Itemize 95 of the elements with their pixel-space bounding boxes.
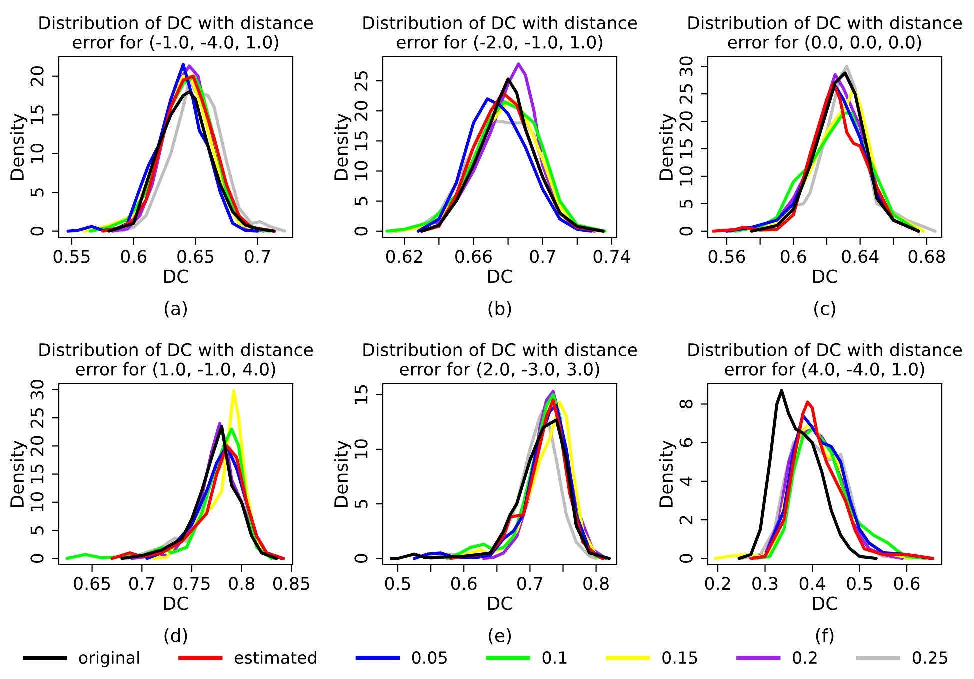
y-tick-label: 2 xyxy=(680,516,693,524)
x-tick-label: 0.66 xyxy=(456,250,492,264)
y-tick-label: 20 xyxy=(30,66,44,86)
y-axis-title: Density xyxy=(334,440,352,508)
y-tick-label: 30 xyxy=(30,380,44,400)
x-tick-label: 0.6 xyxy=(894,577,920,590)
legend-label: original xyxy=(79,651,140,668)
x-tick-label: 0.75 xyxy=(174,577,210,590)
chart-title: Distribution of DC with distance error for (1.0, -1.0, 4.0) xyxy=(40,343,314,378)
y-tick-label: 10 xyxy=(30,144,44,163)
legend-label: 0.05 xyxy=(412,651,447,664)
text: (e) xyxy=(488,628,512,645)
chart-title: Distribution of DC with distance error for (4.0, -4.0, 1.0) xyxy=(688,343,962,378)
y-tick-label: 0 xyxy=(354,554,368,564)
x-tick-label: 0.7 xyxy=(129,577,154,590)
text: (f) xyxy=(816,628,834,645)
x-tick-label: 0.5 xyxy=(847,577,872,590)
chart-title: Distribution of DC with distance error for (-1.0, -4.0, 1.0) xyxy=(40,16,314,51)
y-tick-label: 15 xyxy=(30,464,44,484)
y-tick-label: 6 xyxy=(680,438,693,448)
x-axis-title: DC xyxy=(164,596,188,610)
x-tick-label: 0.62 xyxy=(386,250,422,264)
y-tick-label: 15 xyxy=(354,132,368,150)
x-tick-label: 0.68 xyxy=(908,250,946,264)
y-tick-label: 10 xyxy=(680,166,693,186)
y-tick-label: 8 xyxy=(680,400,693,409)
text: (d) xyxy=(164,628,188,645)
y-tick-label: 10 xyxy=(30,492,44,512)
x-tick-label: 0.64 xyxy=(842,250,879,264)
y-tick-label: 0 xyxy=(354,227,368,236)
legend-label: 0.15 xyxy=(662,651,698,664)
x-tick-label: 0.7 xyxy=(518,577,543,590)
chart-title: Distribution of DC with distance error for (2.0, -3.0, 3.0) xyxy=(364,343,638,378)
x-tick-label: 0.6 xyxy=(451,577,477,590)
x-tick-label: 0.55 xyxy=(54,250,90,264)
legend-label: 0.1 xyxy=(542,651,567,664)
y-tick-label: 10 xyxy=(354,440,368,459)
y-tick-label: 20 xyxy=(30,436,44,456)
y-tick-label: 25 xyxy=(354,72,368,91)
y-tick-label: 25 xyxy=(680,84,693,104)
y-tick-label: 15 xyxy=(680,139,693,158)
x-tick-label: 0.6 xyxy=(781,250,806,264)
y-axis-title: Density xyxy=(10,114,28,180)
legend-label: 0.25 xyxy=(912,651,948,664)
chart-title: Distribution of DC with distance error for (-2.0, -1.0, 1.0) xyxy=(364,16,638,51)
x-axis-title: DC xyxy=(164,270,188,284)
y-tick-label: 5 xyxy=(354,500,368,508)
x-axis-title: DC xyxy=(814,270,838,284)
y-tick-label: 25 xyxy=(30,408,44,428)
x-axis-title: DC xyxy=(814,596,838,610)
x-axis-title: DC xyxy=(488,596,512,610)
chart-title: Distribution of DC with distance error for (0.0, 0.0, 0.0) xyxy=(688,16,962,51)
y-tick-label: 0 xyxy=(30,226,44,236)
y-axis-title: Density xyxy=(659,114,677,180)
legend-label: estimated xyxy=(234,651,316,664)
line-series xyxy=(110,444,286,560)
text: (a) xyxy=(164,302,188,318)
y-tick-label: 0 xyxy=(30,554,44,564)
y-tick-label: 4 xyxy=(680,476,693,486)
y-tick-label: 5 xyxy=(30,188,44,197)
x-axis-title: DC xyxy=(488,270,512,284)
y-tick-label: 5 xyxy=(30,526,44,535)
y-tick-label: 20 xyxy=(680,112,693,132)
y-tick-label: 30 xyxy=(680,56,693,76)
y-tick-label: 5 xyxy=(680,200,693,208)
x-tick-label: 0.6 xyxy=(121,250,147,264)
legend-label: 0.2 xyxy=(793,651,817,664)
x-tick-label: 0.56 xyxy=(708,250,746,264)
text: (c) xyxy=(814,302,836,318)
y-tick-label: 10 xyxy=(354,161,368,180)
y-tick-label: 5 xyxy=(354,197,368,206)
text: (b) xyxy=(488,301,512,318)
x-tick-label: 0.5 xyxy=(385,577,410,590)
x-tick-label: 0.7 xyxy=(530,250,556,264)
y-axis-title: Density xyxy=(659,440,677,508)
y-tick-label: 0 xyxy=(680,554,693,564)
x-tick-label: 0.65 xyxy=(74,577,110,590)
y-tick-label: 0 xyxy=(680,227,693,236)
y-tick-label: 15 xyxy=(354,385,368,404)
x-tick-label: 0.2 xyxy=(705,577,730,590)
y-tick-label: 20 xyxy=(354,101,368,121)
x-tick-label: 0.7 xyxy=(245,250,270,264)
x-tick-label: 0.74 xyxy=(594,250,630,264)
line-series xyxy=(738,389,878,560)
line-series xyxy=(390,418,612,560)
x-tick-label: 0.8 xyxy=(584,577,609,590)
y-axis-title: Density xyxy=(10,440,28,508)
y-axis-title: Density xyxy=(334,114,352,180)
x-tick-label: 0.85 xyxy=(274,577,310,590)
x-tick-label: 0.8 xyxy=(229,577,254,590)
x-tick-label: 0.65 xyxy=(178,250,214,264)
y-tick-label: 15 xyxy=(30,106,44,124)
x-tick-label: 0.3 xyxy=(752,577,778,590)
x-tick-label: 0.4 xyxy=(800,577,826,590)
line-series xyxy=(120,78,286,233)
